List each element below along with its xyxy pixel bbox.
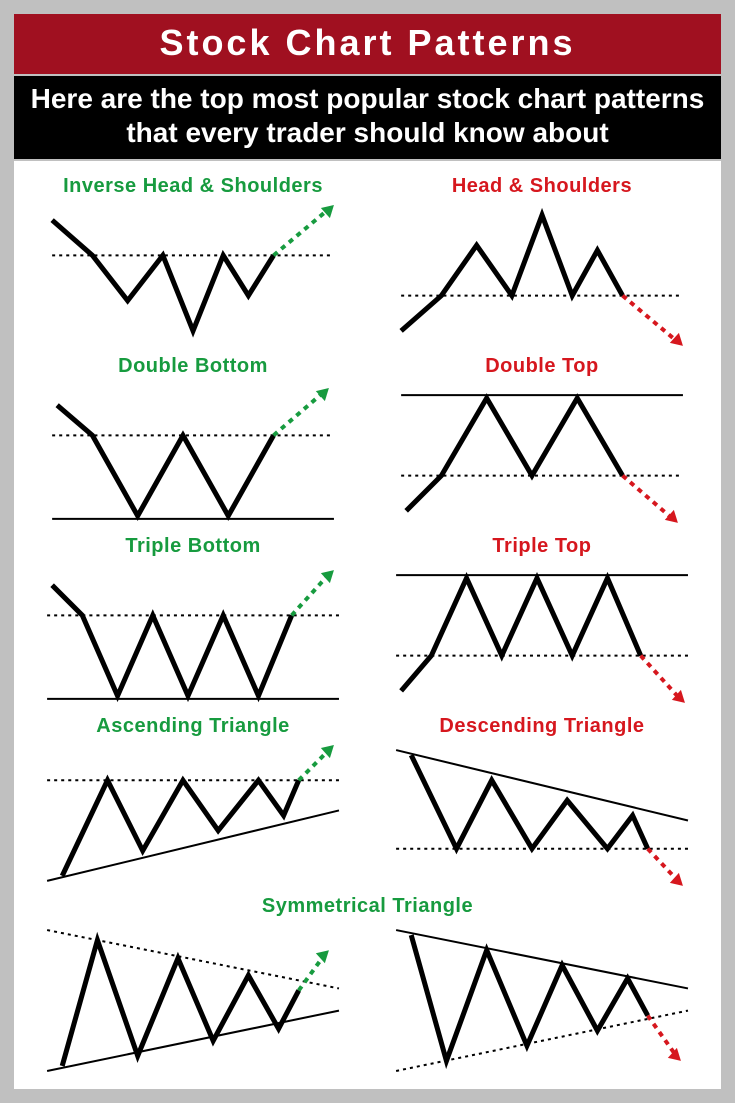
pattern-row: Triple Bottom Triple Top — [14, 531, 721, 711]
page-title: Stock Chart Patterns — [14, 14, 721, 74]
pattern-label: Double Bottom — [32, 351, 354, 380]
pattern-chart — [381, 740, 703, 891]
pattern-symmetrical-triangle-bear — [381, 920, 703, 1081]
pattern-head-shoulders: Head & Shoulders — [381, 171, 703, 351]
pattern-double-top: Double Top — [381, 351, 703, 531]
pattern-label: Symmetrical Triangle — [14, 891, 721, 920]
pattern-double-bottom: Double Bottom — [32, 351, 354, 531]
pattern-triple-bottom: Triple Bottom — [32, 531, 354, 711]
pattern-chart — [32, 380, 354, 531]
pattern-row: Double Bottom Double Top — [14, 351, 721, 531]
pattern-ascending-triangle: Ascending Triangle — [32, 711, 354, 891]
pattern-chart — [381, 920, 703, 1081]
pattern-symmetrical-triangle-heading: Symmetrical Triangle — [14, 891, 721, 920]
pattern-symmetrical-triangle-bull — [32, 920, 354, 1081]
pattern-chart — [381, 200, 703, 351]
pattern-label: Head & Shoulders — [381, 171, 703, 200]
pattern-label: Triple Top — [381, 531, 703, 560]
page-subtitle: Here are the top most popular stock char… — [14, 74, 721, 159]
pattern-label: Inverse Head & Shoulders — [32, 171, 354, 200]
patterns-grid: Inverse Head & Shoulders Head & Shoulder… — [14, 159, 721, 1089]
pattern-row: Ascending Triangle Descending Triangle — [14, 711, 721, 891]
pattern-chart — [32, 560, 354, 711]
pattern-chart — [32, 920, 354, 1081]
pattern-label: Triple Bottom — [32, 531, 354, 560]
pattern-label: Ascending Triangle — [32, 711, 354, 740]
pattern-label: Double Top — [381, 351, 703, 380]
pattern-triple-top: Triple Top — [381, 531, 703, 711]
pattern-label: Descending Triangle — [381, 711, 703, 740]
pattern-chart — [381, 380, 703, 531]
pattern-descending-triangle: Descending Triangle — [381, 711, 703, 891]
pattern-row: Inverse Head & Shoulders Head & Shoulder… — [14, 171, 721, 351]
pattern-chart — [381, 560, 703, 711]
page-frame: Stock Chart Patterns Here are the top mo… — [0, 0, 735, 1103]
pattern-inverse-head-shoulders: Inverse Head & Shoulders — [32, 171, 354, 351]
pattern-row — [14, 920, 721, 1081]
pattern-chart — [32, 740, 354, 891]
pattern-chart — [32, 200, 354, 351]
